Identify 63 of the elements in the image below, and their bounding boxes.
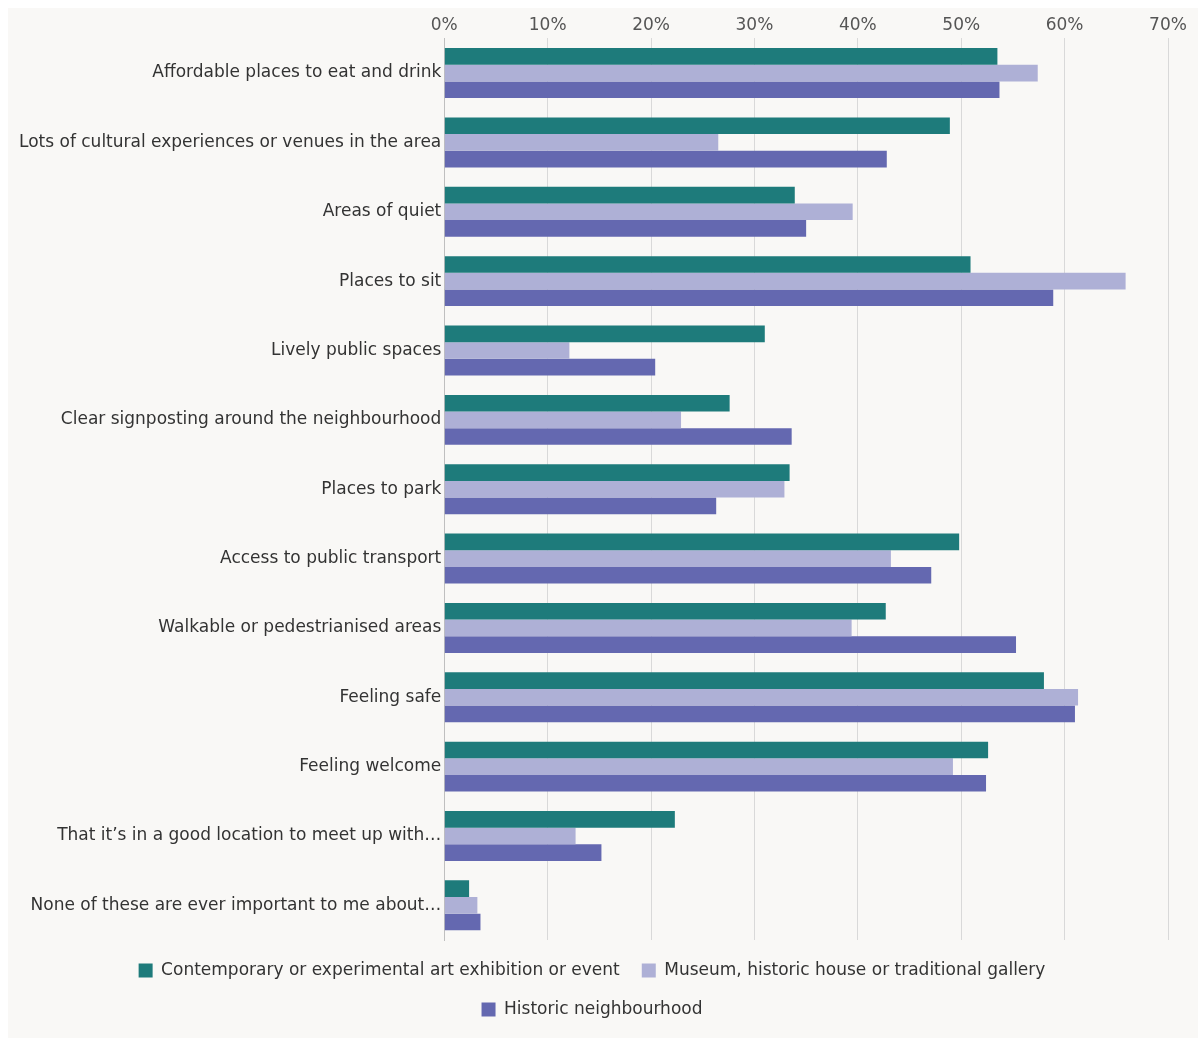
bar bbox=[444, 480, 785, 498]
bar bbox=[444, 705, 1075, 723]
x-tick-label: 40% bbox=[838, 13, 877, 34]
x-tick-label: 60% bbox=[1045, 13, 1084, 34]
bar bbox=[444, 636, 1017, 653]
bar bbox=[444, 550, 891, 567]
bar bbox=[444, 117, 950, 135]
bar bbox=[444, 774, 987, 792]
bar bbox=[444, 844, 602, 861]
y-tick-label: Places to sit bbox=[339, 269, 442, 290]
bar bbox=[444, 272, 1126, 290]
bar bbox=[444, 811, 675, 828]
x-tick-label: 50% bbox=[942, 13, 981, 34]
bar bbox=[444, 150, 887, 168]
bar bbox=[444, 497, 717, 515]
bar bbox=[444, 220, 807, 237]
legend-label: Historic neighbourhood bbox=[504, 997, 703, 1018]
bar bbox=[444, 64, 1038, 82]
bar bbox=[444, 741, 989, 759]
bar bbox=[444, 134, 719, 151]
bar bbox=[444, 827, 576, 845]
bar bbox=[444, 394, 730, 412]
bar bbox=[444, 411, 682, 429]
bar bbox=[444, 566, 932, 584]
y-tick-label: Lively public spaces bbox=[271, 338, 442, 359]
x-tick-label: 0% bbox=[430, 13, 458, 34]
bar bbox=[444, 325, 765, 343]
y-tick-label: Feeling welcome bbox=[299, 755, 442, 776]
bar bbox=[444, 289, 1054, 307]
y-tick-label: Places to park bbox=[321, 477, 442, 498]
bar bbox=[444, 897, 478, 914]
bar bbox=[444, 428, 792, 445]
bar bbox=[444, 81, 1000, 99]
bar bbox=[444, 342, 570, 359]
y-tick-label: Walkable or pedestrianised areas bbox=[158, 616, 442, 637]
y-tick-label: None of these are ever important to me about… bbox=[30, 893, 442, 914]
bar bbox=[444, 688, 1079, 706]
y-tick-label: Affordable places to eat and drink bbox=[152, 61, 442, 82]
legend-label: Museum, historic house or traditional gallery bbox=[664, 958, 1046, 979]
bar bbox=[444, 602, 886, 620]
bar bbox=[444, 48, 998, 65]
x-tick-label: 70% bbox=[1149, 13, 1187, 34]
y-tick-label: Clear signposting around the neighbourhood bbox=[60, 408, 442, 429]
x-tick-label: 20% bbox=[632, 13, 670, 34]
bar bbox=[444, 533, 960, 551]
y-tick-label: Feeling safe bbox=[339, 685, 442, 706]
y-tick-label: Access to public transport bbox=[220, 546, 442, 567]
y-tick-label: Lots of cultural experiences or venues in the area bbox=[18, 130, 442, 151]
bar bbox=[444, 256, 971, 273]
bar bbox=[444, 203, 853, 221]
x-tick-label: 10% bbox=[528, 13, 567, 34]
y-tick-label: Areas of quiet bbox=[322, 200, 442, 221]
bar bbox=[444, 672, 1044, 689]
y-tick-label: That it’s in a good location to meet up with… bbox=[56, 824, 442, 845]
bar bbox=[444, 186, 795, 204]
bar bbox=[444, 358, 656, 376]
bar bbox=[444, 619, 852, 637]
bar bbox=[444, 913, 481, 931]
bar bbox=[444, 464, 790, 481]
bar bbox=[444, 880, 470, 897]
x-tick-label: 30% bbox=[735, 13, 774, 34]
bar bbox=[444, 758, 953, 775]
legend-label: Contemporary or experimental art exhibition or event bbox=[161, 958, 621, 979]
